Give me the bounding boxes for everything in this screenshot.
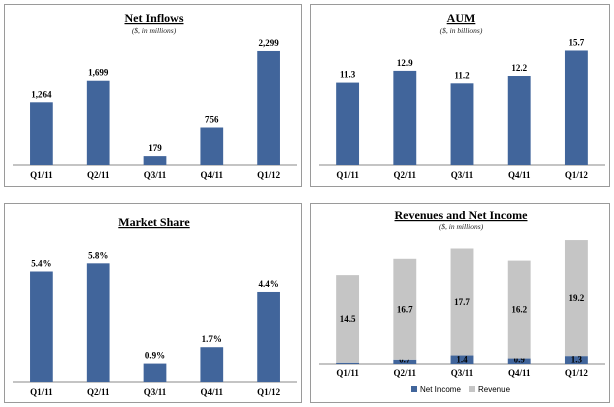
revenues-net-income-chart: Revenues and Net Income($, in millions) 0…: [310, 203, 610, 403]
bar: [30, 271, 53, 382]
data-label: 11.3: [340, 70, 356, 80]
data-label-revenue: 16.2: [511, 305, 527, 315]
data-label: 12.2: [511, 63, 527, 73]
bar-net-income: [336, 362, 360, 364]
x-tick-label: Q4/11: [508, 368, 531, 378]
x-tick-label: Q1/11: [30, 387, 53, 397]
legend-swatch-revenue: [469, 386, 475, 392]
x-tick-label: Q3/11: [144, 387, 167, 397]
bar-revenue: [336, 275, 360, 363]
data-label: 1,264: [31, 89, 52, 99]
data-label: 5.8%: [88, 250, 108, 260]
bar: [86, 263, 110, 382]
data-label: 179: [148, 143, 162, 153]
bar: [257, 50, 280, 165]
x-tick-label: Q1/11: [336, 170, 359, 180]
chart-title: AUM: [447, 11, 476, 25]
market-share-chart-svg: Market Share 5.4% Q1/11 5.8% Q2/11 0.9% Q3/11 1…: [13, 215, 297, 397]
x-tick-label: Q1/11: [336, 368, 359, 378]
data-label-revenue: 19.2: [569, 293, 585, 303]
bar: [200, 347, 224, 382]
x-tick-label: Q4/11: [201, 387, 224, 397]
data-label: 2,299: [258, 38, 279, 48]
revenues-net-income-chart-svg: Revenues and Net Income($, in millions) 0…: [319, 208, 605, 394]
data-label-revenue: 16.7: [397, 304, 413, 314]
bar-revenue: [507, 260, 531, 359]
x-tick-label: Q3/11: [451, 170, 474, 180]
bar-net-income: [507, 358, 531, 364]
bar: [30, 102, 53, 165]
chart-title: Net Inflows: [125, 11, 184, 25]
market-share-chart: Market Share 5.4% Q1/11 5.8% Q2/11 0.9% Q3/11 1…: [4, 203, 302, 403]
legend-swatch-net-income: [411, 386, 417, 392]
bar-revenue: [450, 248, 474, 356]
bar-net-income: [450, 355, 474, 364]
aum-chart-svg: AUM($, in billions) 11.3 Q1/11 12.9 Q2/11 11.…: [319, 11, 605, 180]
bar-revenue: [564, 240, 588, 357]
data-label: 0.9%: [145, 351, 165, 361]
bar: [564, 50, 588, 165]
x-tick-label: Q2/11: [87, 170, 110, 180]
x-tick-label: Q2/11: [394, 170, 417, 180]
chart-subtitle: ($, in millions): [439, 222, 484, 231]
chart-subtitle: ($, in millions): [132, 26, 177, 35]
x-tick-label: Q1/12: [257, 170, 281, 180]
bar-net-income: [393, 359, 417, 364]
bar: [143, 156, 167, 165]
data-label-revenue: 14.5: [340, 314, 356, 324]
net-inflows-chart-svg: Net Inflows($, in millions) 1,264 Q1/11 1,6…: [13, 11, 297, 180]
bar-net-income: [564, 356, 588, 364]
bar: [393, 70, 417, 165]
chart-title: Revenues and Net Income: [395, 208, 529, 222]
x-tick-label: Q2/11: [394, 368, 417, 378]
legend-label-revenue: Revenue: [478, 385, 511, 394]
bar: [200, 127, 224, 165]
bar: [336, 82, 360, 165]
data-label: 4.4%: [258, 279, 278, 289]
bar: [86, 80, 110, 165]
data-label: 1,699: [88, 68, 109, 78]
x-tick-label: Q3/11: [144, 170, 167, 180]
data-label-revenue: 17.7: [454, 297, 470, 307]
chart-title: Market Share: [118, 215, 190, 229]
data-label-net-income: 1.3: [571, 355, 583, 365]
x-tick-label: Q3/11: [451, 368, 474, 378]
data-label-net-income: 1.4: [456, 355, 468, 365]
x-tick-label: Q1/12: [565, 170, 589, 180]
data-label: 12.9: [397, 58, 413, 68]
x-tick-label: Q4/11: [201, 170, 224, 180]
data-label: 756: [205, 115, 219, 125]
bar: [257, 291, 280, 382]
aum-chart: AUM ($, in billions) 11.3 Q1/11 12.9 Q2/11 11.…: [310, 4, 610, 187]
bar-revenue: [393, 258, 417, 360]
chart-subtitle: ($, in billions): [440, 26, 483, 35]
bar: [507, 76, 531, 165]
x-tick-label: Q1/11: [30, 170, 53, 180]
net-inflows-chart: Net Inflows ($, in millions) 1,264 Q1/11 1,6…: [4, 4, 302, 187]
x-tick-label: Q4/11: [508, 170, 531, 180]
x-tick-label: Q1/12: [565, 368, 589, 378]
data-label: 5.4%: [31, 259, 51, 269]
bar: [143, 363, 167, 382]
bar: [450, 83, 474, 165]
data-label: 1.7%: [202, 334, 222, 344]
x-tick-label: Q1/12: [257, 387, 281, 397]
data-label-net-income: 0.9: [514, 355, 526, 365]
legend-label-net-income: Net Income: [420, 385, 461, 394]
x-tick-label: Q2/11: [87, 387, 110, 397]
data-label: 11.2: [454, 70, 470, 80]
data-label: 15.7: [569, 37, 585, 47]
